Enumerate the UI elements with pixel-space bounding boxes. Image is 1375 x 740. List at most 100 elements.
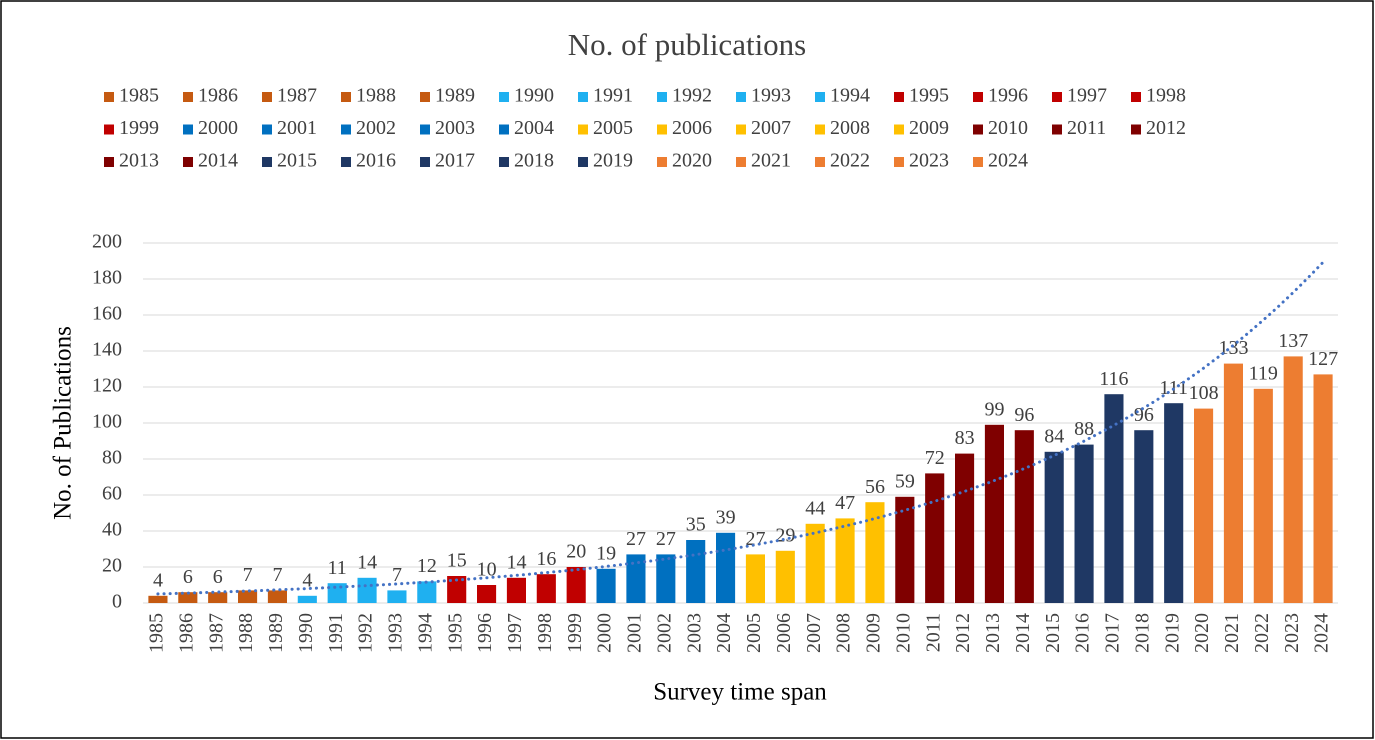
legend-label: 2021	[751, 150, 791, 172]
legend-swatch	[262, 92, 272, 102]
legend-label: 1992	[672, 85, 712, 107]
data-label: 72	[925, 447, 945, 469]
legend-swatch	[420, 92, 430, 102]
x-tick-label: 2024	[1311, 613, 1333, 653]
legend-label: 2005	[593, 117, 633, 139]
legend-swatch	[815, 124, 825, 135]
legend-swatch	[578, 124, 588, 135]
legend-label: 2018	[514, 150, 554, 172]
data-label: 108	[1189, 382, 1219, 404]
bar	[596, 568, 616, 603]
bar	[686, 540, 706, 603]
data-label: 4	[153, 569, 163, 591]
x-tick-label: 1987	[205, 613, 227, 653]
y-tick-label: 100	[92, 411, 122, 433]
legend-swatch	[736, 124, 746, 135]
data-label: 88	[1074, 418, 1094, 440]
x-tick-label: 2006	[773, 613, 795, 653]
legend-swatch	[973, 157, 983, 167]
legend-label: 1994	[830, 85, 870, 107]
legend-label: 2008	[830, 117, 870, 139]
legend-swatch	[1052, 92, 1062, 102]
data-label: 6	[183, 566, 193, 588]
legend-label: 2011	[1067, 117, 1106, 139]
bar	[1194, 408, 1214, 603]
legend-label: 1996	[988, 85, 1028, 107]
chart-title: No. of publications	[568, 27, 807, 62]
legend-label: 2002	[356, 117, 396, 139]
bar	[148, 595, 168, 603]
bar	[626, 554, 646, 603]
bar	[1223, 363, 1243, 603]
bar	[835, 518, 855, 603]
bar	[745, 554, 765, 603]
data-label: 59	[895, 470, 915, 492]
x-tick-label: 1995	[444, 613, 466, 653]
x-tick-label: 2014	[1012, 613, 1034, 653]
bar	[506, 577, 526, 603]
x-tick-label: 2019	[1161, 613, 1183, 653]
legend-label: 1990	[514, 85, 554, 107]
data-label: 137	[1278, 330, 1308, 352]
bar	[267, 590, 287, 603]
bar	[566, 567, 586, 603]
bar	[357, 577, 377, 603]
data-label: 12	[417, 555, 437, 577]
data-label: 16	[536, 548, 556, 570]
x-tick-label: 2021	[1221, 613, 1243, 653]
legend-label: 2019	[593, 150, 633, 172]
bar	[775, 550, 795, 603]
data-label: 14	[506, 551, 526, 573]
y-tick-label: 60	[102, 483, 122, 505]
x-tick-label: 2018	[1131, 613, 1153, 653]
bar	[955, 453, 975, 603]
legend-swatch	[183, 92, 193, 102]
y-tick-label: 120	[92, 375, 122, 397]
x-tick-label: 1994	[414, 613, 436, 653]
y-tick-label: 80	[102, 447, 122, 469]
bar	[477, 585, 497, 603]
legend-swatch	[736, 92, 746, 102]
bar	[447, 576, 467, 603]
legend-label: 1988	[356, 85, 396, 107]
legend-swatch	[894, 157, 904, 167]
x-tick-label: 1997	[504, 613, 526, 653]
data-label: 27	[626, 528, 646, 550]
legend-swatch	[815, 92, 825, 102]
legend-swatch	[420, 157, 430, 167]
legend-swatch	[341, 124, 351, 135]
x-tick-label: 1993	[385, 613, 407, 653]
legend-swatch	[262, 124, 272, 135]
data-label: 4	[302, 569, 312, 591]
legend-label: 2017	[435, 150, 475, 172]
x-tick-label: 1988	[235, 613, 257, 653]
y-tick-label: 40	[102, 519, 122, 541]
legend-label: 1989	[435, 85, 475, 107]
bar	[387, 590, 407, 603]
x-axis-title: Survey time span	[653, 679, 827, 706]
y-tick-label: 160	[92, 303, 122, 325]
legend-label: 1995	[909, 85, 949, 107]
legend-label: 2020	[672, 150, 712, 172]
bar	[1283, 356, 1303, 603]
data-label: 47	[835, 492, 855, 514]
x-tick-label: 1985	[146, 613, 168, 653]
bar	[1313, 374, 1333, 603]
x-tick-label: 2011	[922, 613, 944, 652]
y-tick-label: 180	[92, 267, 122, 289]
legend-label: 2015	[277, 150, 317, 172]
data-label: 44	[805, 497, 825, 519]
legend-swatch	[341, 92, 351, 102]
data-label: 127	[1308, 348, 1338, 370]
legend-label: 2014	[198, 150, 238, 172]
x-tick-label: 2009	[863, 613, 885, 653]
bar	[1044, 451, 1064, 603]
bar	[1253, 388, 1273, 603]
legend-swatch	[262, 157, 272, 167]
bar	[1104, 394, 1124, 603]
bar	[297, 595, 317, 603]
data-label: 96	[1134, 404, 1154, 426]
x-tick-label: 2007	[803, 613, 825, 653]
